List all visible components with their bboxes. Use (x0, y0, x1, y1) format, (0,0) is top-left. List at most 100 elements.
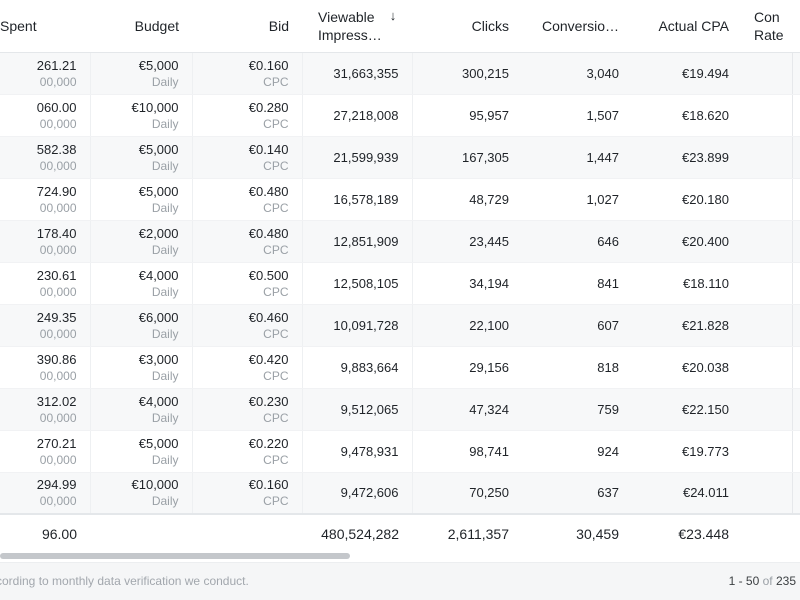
impressions-cell: 21,599,939 (302, 136, 413, 179)
total-budget (90, 513, 192, 548)
bid-type: CPC (263, 74, 289, 89)
column-header-conversions[interactable]: Conversio… (522, 0, 632, 53)
table-row[interactable]: 249.35 00,000 €6,000 Daily €0.460 CPC 10… (0, 304, 800, 347)
budget-value: €3,000 (138, 351, 179, 367)
table-row[interactable]: 312.02 00,000 €4,000 Daily €0.230 CPC 9,… (0, 388, 800, 431)
total-bid (192, 513, 302, 548)
clicks-cell: 167,305 (412, 136, 522, 179)
conversion-rate-cell (742, 178, 792, 221)
conversions-cell: 1,027 (522, 178, 632, 221)
column-header-budget[interactable]: Budget (90, 0, 192, 53)
table-row[interactable]: 060.00 00,000 €10,000 Daily €0.280 CPC 2… (0, 94, 800, 137)
budget-cell[interactable]: €5,000 Daily (90, 430, 193, 473)
bid-cell[interactable]: €0.420 CPC (192, 346, 303, 389)
campaign-table: Spent Budget Bid Viewable Impress… ↓ Click… (0, 0, 800, 548)
bid-type: CPC (263, 326, 289, 341)
budget-cell[interactable]: €4,000 Daily (90, 388, 193, 431)
impressions-cell: 12,508,105 (302, 262, 413, 305)
column-header-actual-cpa[interactable]: Actual CPA (632, 0, 742, 53)
bid-cell[interactable]: €0.160 CPC (192, 472, 303, 515)
spent-value: 261.21 (36, 57, 77, 73)
table-row[interactable]: 724.90 00,000 €5,000 Daily €0.480 CPC 16… (0, 178, 800, 221)
budget-cell[interactable]: €3,000 Daily (90, 346, 193, 389)
spent-value: 390.86 (36, 351, 77, 367)
conversions-cell: 607 (522, 304, 632, 347)
clicks-cell: 47,324 (412, 388, 522, 431)
spent-cell: 230.61 00,000 (0, 262, 91, 305)
bid-cell[interactable]: €0.220 CPC (192, 430, 303, 473)
scrollbar-thumb[interactable] (0, 553, 350, 559)
edit-cell (791, 430, 800, 473)
clicks-cell: 300,215 (412, 52, 522, 95)
bid-value: €0.230 (248, 393, 289, 409)
bid-value: €0.160 (248, 57, 289, 73)
spent-value: 249.35 (36, 309, 77, 325)
column-header-viewable-impressions[interactable]: Viewable Impress… ↓ (302, 0, 412, 53)
spent-limit: 00,000 (39, 368, 77, 383)
spent-limit: 00,000 (39, 242, 77, 257)
table-row[interactable]: 178.40 00,000 €2,000 Daily €0.480 CPC 12… (0, 220, 800, 263)
conversion-rate-cell (742, 262, 792, 305)
conversion-rate-cell (742, 304, 792, 347)
bid-cell[interactable]: €0.160 CPC (192, 52, 303, 95)
budget-period: Daily (151, 368, 179, 383)
budget-cell[interactable]: €2,000 Daily (90, 220, 193, 263)
bid-cell[interactable]: €0.500 CPC (192, 262, 303, 305)
table-row[interactable]: 230.61 00,000 €4,000 Daily €0.500 CPC 12… (0, 262, 800, 305)
sort-descending-icon[interactable]: ↓ (389, 8, 397, 24)
spent-value: 270.21 (36, 435, 77, 451)
spent-cell: 390.86 00,000 (0, 346, 91, 389)
clicks-cell: 98,741 (412, 430, 522, 473)
budget-cell[interactable]: €10,000 Daily (90, 94, 193, 137)
conversion-rate-cell (742, 94, 792, 137)
column-header-conversion-rate[interactable]: Con Rate (742, 0, 792, 53)
table-row[interactable]: 582.38 00,000 €5,000 Daily €0.140 CPC 21… (0, 136, 800, 179)
total-spent: 96.00 (0, 513, 90, 548)
budget-cell[interactable]: €5,000 Daily (90, 136, 193, 179)
spent-cell: 724.90 00,000 (0, 178, 91, 221)
bid-cell[interactable]: €0.460 CPC (192, 304, 303, 347)
bid-cell[interactable]: €0.280 CPC (192, 94, 303, 137)
budget-value: €4,000 (138, 267, 179, 283)
bid-cell[interactable]: €0.230 CPC (192, 388, 303, 431)
table-header-row: Spent Budget Bid Viewable Impress… ↓ Click… (0, 0, 800, 53)
spent-limit: 00,000 (39, 326, 77, 341)
total-actual-cpa: €23.448 (632, 513, 742, 548)
campaign-table-viewport: Spent Budget Bid Viewable Impress… ↓ Click… (0, 0, 800, 548)
spent-limit: 00,000 (39, 452, 77, 467)
column-header-bid[interactable]: Bid (192, 0, 302, 53)
spent-cell: 060.00 00,000 (0, 94, 91, 137)
bid-type: CPC (263, 452, 289, 467)
budget-cell[interactable]: €5,000 Daily (90, 178, 193, 221)
bid-type: CPC (263, 200, 289, 215)
bid-cell[interactable]: €0.480 CPC (192, 220, 303, 263)
actual-cpa-cell: €20.038 (632, 346, 742, 389)
bid-type: CPC (263, 116, 289, 131)
conversion-rate-cell (742, 430, 792, 473)
column-header-clicks[interactable]: Clicks (412, 0, 522, 53)
budget-value: €2,000 (138, 225, 179, 241)
clicks-cell: 95,957 (412, 94, 522, 137)
bid-value: €0.420 (248, 351, 289, 367)
actual-cpa-cell: €20.180 (632, 178, 742, 221)
budget-cell[interactable]: €4,000 Daily (90, 262, 193, 305)
bid-cell[interactable]: €0.480 CPC (192, 178, 303, 221)
budget-period: Daily (151, 410, 179, 425)
budget-value: €6,000 (138, 309, 179, 325)
impressions-cell: 27,218,008 (302, 94, 413, 137)
budget-cell[interactable]: €6,000 Daily (90, 304, 193, 347)
pagination-info: 1 - 50 of 235 (729, 574, 796, 588)
table-row[interactable]: 261.21 00,000 €5,000 Daily €0.160 CPC 31… (0, 52, 800, 95)
budget-cell[interactable]: €5,000 Daily (90, 52, 193, 95)
actual-cpa-cell: €19.494 (632, 52, 742, 95)
budget-cell[interactable]: €10,000 Daily (90, 472, 193, 515)
table-row[interactable]: 294.99 00,000 €10,000 Daily €0.160 CPC 9… (0, 472, 800, 515)
actual-cpa-cell: €23.899 (632, 136, 742, 179)
table-row[interactable]: 390.86 00,000 €3,000 Daily €0.420 CPC 9,… (0, 346, 800, 389)
spent-cell: 312.02 00,000 (0, 388, 91, 431)
bid-cell[interactable]: €0.140 CPC (192, 136, 303, 179)
horizontal-scrollbar[interactable] (0, 550, 800, 560)
budget-value: €10,000 (131, 477, 179, 493)
column-header-spent[interactable]: Spent (0, 0, 90, 53)
table-row[interactable]: 270.21 00,000 €5,000 Daily €0.220 CPC 9,… (0, 430, 800, 473)
